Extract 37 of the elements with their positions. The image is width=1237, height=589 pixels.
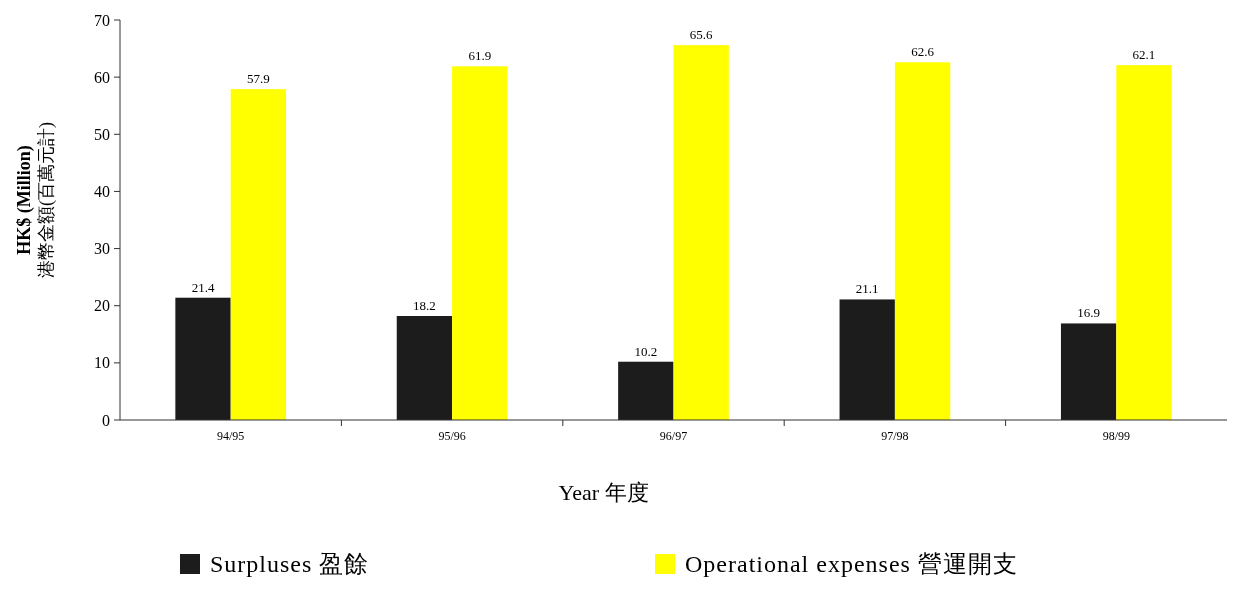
bar (839, 299, 895, 420)
x-tick-label: 97/98 (881, 429, 909, 443)
y-tick-label: 20 (94, 297, 110, 315)
bar (396, 316, 453, 420)
x-tick-label: 98/99 (1102, 429, 1130, 443)
x-axis-title: Year 年度 (558, 480, 649, 505)
data-label: 10.2 (634, 343, 658, 359)
data-label: 62.1 (1132, 47, 1156, 63)
y-tick-label: 30 (94, 240, 110, 258)
bar (1060, 323, 1117, 420)
y-tick-label: 40 (94, 183, 110, 201)
legend-label: Surpluses 盈餘 (210, 551, 370, 577)
legend-label: Operational expenses 營運開支 (685, 551, 1018, 577)
bar (1116, 65, 1172, 420)
data-label: 18.2 (413, 298, 436, 313)
y-tick-label: 60 (94, 68, 110, 86)
y-tick-label: 50 (94, 125, 110, 143)
bar (673, 45, 729, 420)
bar (230, 89, 287, 420)
y-axis-title: HK$ (Million) 港幣金額(百萬元計) (14, 122, 57, 278)
y-tick-label: 0 (102, 411, 110, 429)
x-tick-label: 94/95 (217, 429, 245, 443)
y-tick-label: 10 (94, 354, 110, 372)
data-label: 65.6 (689, 27, 714, 43)
data-label: 57.9 (247, 71, 270, 87)
bar (452, 66, 508, 420)
bar (175, 297, 231, 420)
x-tick-label: 96/97 (659, 429, 688, 443)
data-label: 16.9 (1077, 305, 1100, 321)
y-tick-label: 70 (94, 11, 110, 29)
bar (894, 62, 951, 420)
x-tick-label: 95/96 (438, 429, 466, 443)
data-label: 62.6 (911, 44, 935, 60)
data-label: 61.9 (468, 48, 492, 64)
bar (618, 361, 674, 420)
data-label: 21.4 (191, 279, 215, 295)
data-label: 21.1 (855, 281, 879, 297)
